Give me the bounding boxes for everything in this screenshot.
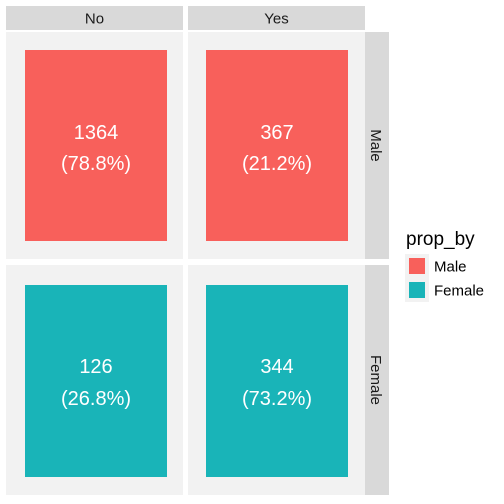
strip-no-bg (6, 6, 183, 30)
count-label-male-yes: 367 (260, 122, 293, 144)
pct-label-female-yes: (73.2%) (242, 388, 312, 410)
legend: prop_by Male Female (405, 229, 484, 302)
column-strips: No Yes (6, 6, 365, 30)
strip-yes-bg (188, 6, 365, 30)
strip-female-bg (365, 265, 389, 495)
row-strips: Male Female (365, 32, 389, 495)
strip-label-no: No (85, 11, 104, 28)
pct-label-male-no: (78.8%) (61, 153, 131, 175)
strip-label-yes: Yes (264, 11, 288, 28)
tile-female-yes (206, 285, 348, 477)
legend-swatch-male (409, 258, 425, 274)
legend-swatch-female (409, 282, 425, 298)
tile-male-yes (206, 50, 348, 241)
legend-label-male: Male (434, 259, 467, 276)
count-label-female-yes: 344 (260, 356, 293, 378)
strip-male-bg (365, 32, 389, 259)
pct-label-female-no: (26.8%) (61, 388, 131, 410)
tile-male-no (25, 50, 167, 241)
pct-label-male-yes: (21.2%) (242, 153, 312, 175)
count-label-male-no: 1364 (74, 122, 119, 144)
tile-female-no (25, 285, 167, 477)
count-label-female-no: 126 (79, 356, 112, 378)
tile-labels: 1364 (78.8%) 367 (21.2%) 126 (26.8%) 344… (61, 122, 312, 410)
tiles (25, 50, 348, 477)
legend-title: prop_by (406, 229, 475, 250)
legend-label-female: Female (434, 283, 484, 300)
strip-label-female: Female (367, 355, 384, 405)
strip-label-male: Male (367, 129, 384, 162)
